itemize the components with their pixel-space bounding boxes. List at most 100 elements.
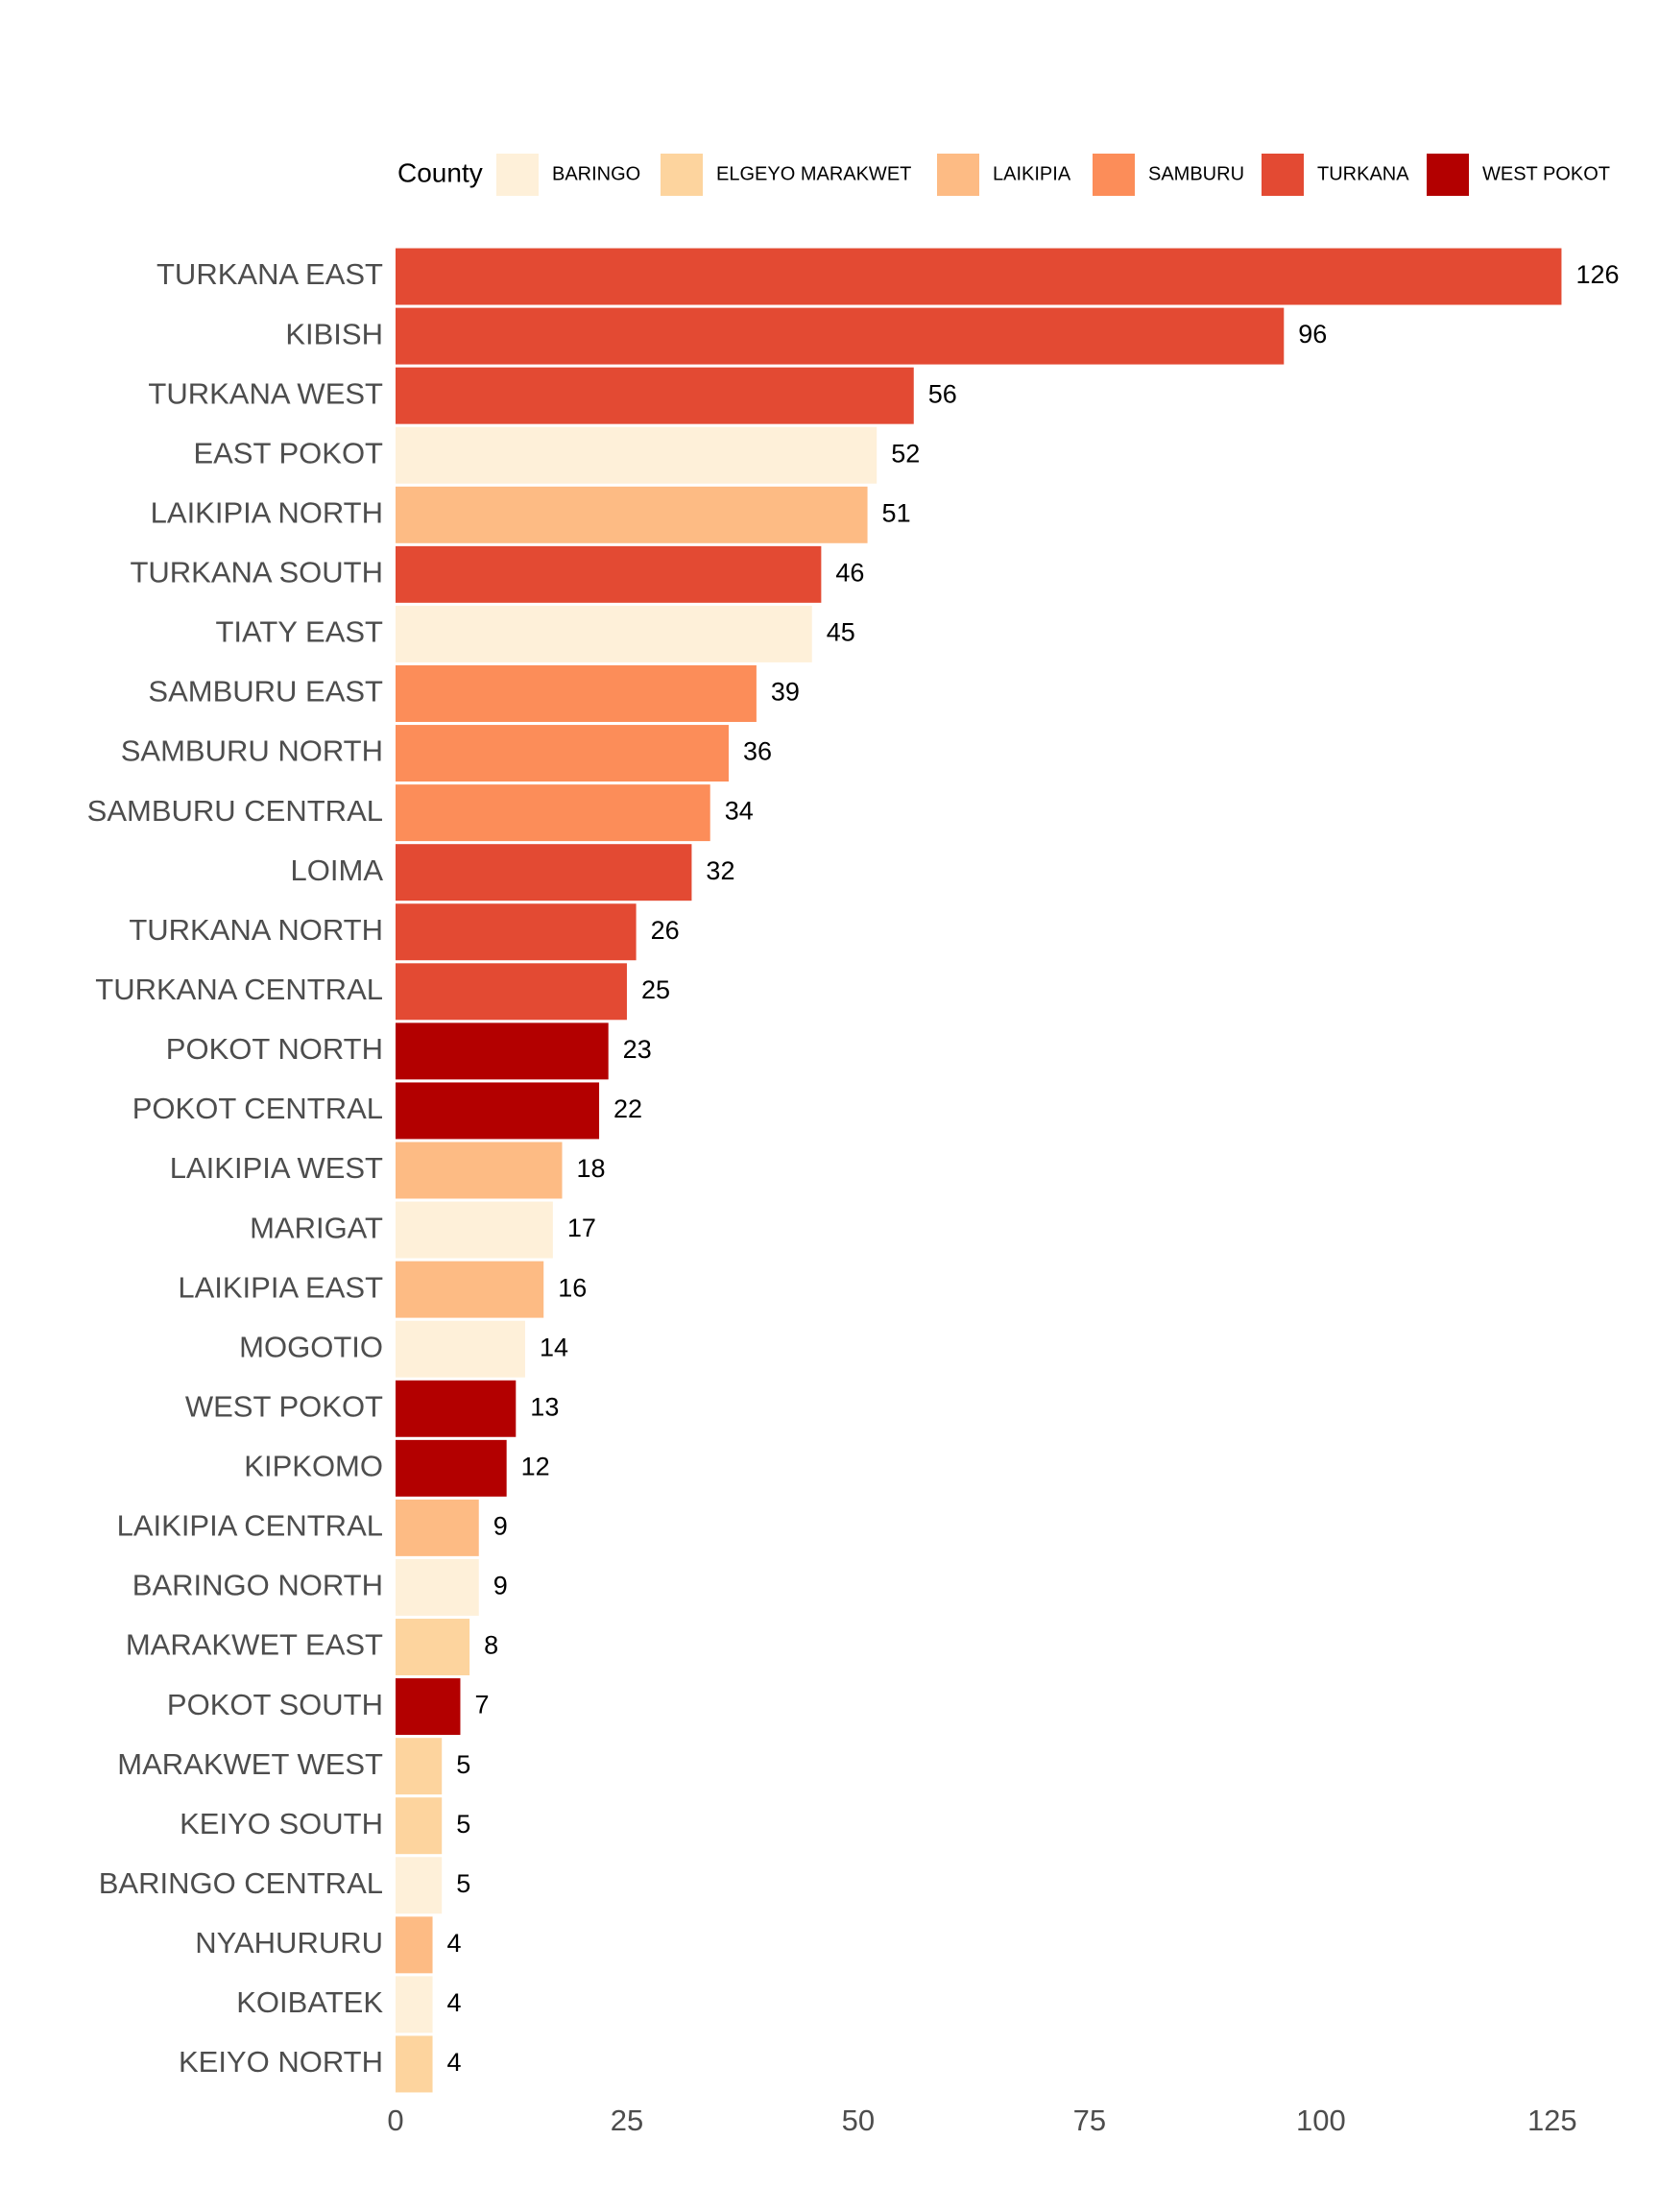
value-label: 52 xyxy=(891,439,920,468)
x-tick-label: 0 xyxy=(387,2104,403,2137)
value-label: 18 xyxy=(576,1154,605,1183)
y-tick-label: SAMBURU EAST xyxy=(148,675,383,709)
bar xyxy=(396,1738,443,1795)
y-tick-label: KEIYO NORTH xyxy=(179,2045,383,2079)
value-label: 5 xyxy=(456,1869,470,1898)
bar xyxy=(396,1976,433,2033)
y-tick-label: TURKANA WEST xyxy=(148,376,383,410)
value-label: 14 xyxy=(540,1333,568,1361)
value-label: 39 xyxy=(771,678,800,707)
legend-key xyxy=(937,154,979,196)
y-tick-label: SAMBURU NORTH xyxy=(121,734,383,768)
value-label: 126 xyxy=(1575,260,1619,289)
legend-key xyxy=(1262,154,1304,196)
bar xyxy=(396,1499,479,1556)
value-label: 9 xyxy=(493,1512,508,1541)
y-tick-label: LAIKIPIA EAST xyxy=(178,1270,383,1304)
legend-label: BARINGO xyxy=(552,163,640,184)
value-label: 16 xyxy=(558,1273,587,1302)
value-label: 51 xyxy=(882,498,911,527)
y-tick-label: KIBISH xyxy=(285,317,383,350)
bar xyxy=(396,605,812,662)
y-tick-label: POKOT NORTH xyxy=(166,1032,383,1066)
bar xyxy=(396,1261,544,1318)
y-tick-label: TURKANA NORTH xyxy=(129,913,383,947)
legend-title: County xyxy=(397,157,483,187)
value-label: 4 xyxy=(447,1929,462,1958)
bar xyxy=(396,1619,470,1675)
bar xyxy=(396,1857,443,1914)
value-label: 32 xyxy=(706,856,734,885)
y-tick-label: LAIKIPIA WEST xyxy=(170,1151,383,1185)
y-tick-label: BARINGO NORTH xyxy=(132,1569,383,1602)
y-tick-label: MOGOTIO xyxy=(239,1330,383,1363)
value-label: 22 xyxy=(613,1094,642,1123)
bar xyxy=(396,2035,433,2093)
bar xyxy=(396,1678,461,1736)
y-tick-label: BARINGO CENTRAL xyxy=(99,1866,383,1900)
value-label: 26 xyxy=(651,916,680,945)
value-label: 23 xyxy=(623,1035,652,1064)
bar xyxy=(396,486,868,543)
y-tick-label: TURKANA SOUTH xyxy=(130,556,383,589)
y-tick-label: MARAKWET EAST xyxy=(126,1628,383,1662)
value-label: 4 xyxy=(447,2048,462,2077)
bar xyxy=(396,1320,525,1378)
y-tick-label: WEST POKOT xyxy=(185,1389,383,1423)
y-tick-label: MARIGAT xyxy=(250,1211,383,1244)
x-tick-label: 75 xyxy=(1073,2104,1106,2137)
legend-label: ELGEYO MARAKWET xyxy=(716,163,911,184)
value-label: 46 xyxy=(835,558,864,587)
bar xyxy=(396,1797,443,1855)
y-tick-label: KEIYO SOUTH xyxy=(180,1807,383,1840)
x-tick-label: 25 xyxy=(611,2104,643,2137)
legend-label: SAMBURU xyxy=(1148,163,1244,184)
y-tick-label: LAIKIPIA CENTRAL xyxy=(117,1509,383,1543)
value-label: 8 xyxy=(484,1631,498,1660)
legend-label: WEST POKOT xyxy=(1482,163,1610,184)
y-tick-label: KOIBATEK xyxy=(236,1985,383,2019)
value-label: 17 xyxy=(567,1214,596,1242)
bar xyxy=(396,1022,609,1080)
y-tick-label: POKOT CENTRAL xyxy=(132,1092,383,1125)
value-label: 13 xyxy=(530,1392,559,1421)
value-label: 56 xyxy=(928,379,957,408)
legend-key xyxy=(496,154,539,196)
value-label: 4 xyxy=(447,1988,462,2017)
bar xyxy=(396,1201,553,1259)
y-tick-label: LOIMA xyxy=(291,854,384,887)
y-tick-label: POKOT SOUTH xyxy=(167,1688,383,1721)
y-tick-label: SAMBURU CENTRAL xyxy=(87,794,383,828)
legend-key xyxy=(1427,154,1469,196)
bar xyxy=(396,665,757,722)
bar xyxy=(396,1558,479,1616)
value-label: 45 xyxy=(827,618,855,647)
y-tick-label: LAIKIPIA NORTH xyxy=(151,495,383,529)
value-label: 25 xyxy=(641,975,670,1004)
bar xyxy=(396,963,627,1021)
bar xyxy=(396,784,710,842)
bar xyxy=(396,367,914,424)
bar xyxy=(396,1082,600,1140)
value-label: 34 xyxy=(725,797,754,826)
bar xyxy=(396,903,637,961)
y-tick-label: TIATY EAST xyxy=(215,615,383,649)
value-label: 96 xyxy=(1298,320,1327,349)
bar xyxy=(396,545,822,603)
value-label: 36 xyxy=(743,737,772,766)
value-label: 5 xyxy=(456,1810,470,1839)
y-tick-label: KIPKOMO xyxy=(244,1450,383,1483)
bar xyxy=(396,1142,563,1199)
value-label: 5 xyxy=(456,1750,470,1779)
legend-key xyxy=(661,154,703,196)
y-tick-label: TURKANA CENTRAL xyxy=(95,973,383,1006)
value-label: 7 xyxy=(474,1691,489,1719)
y-tick-label: EAST POKOT xyxy=(193,436,383,469)
legend-key xyxy=(1093,154,1135,196)
y-tick-label: TURKANA EAST xyxy=(156,257,383,291)
x-tick-label: 50 xyxy=(842,2104,875,2137)
bar xyxy=(396,1439,507,1497)
bar xyxy=(396,844,692,902)
y-tick-label: MARAKWET WEST xyxy=(117,1747,383,1781)
